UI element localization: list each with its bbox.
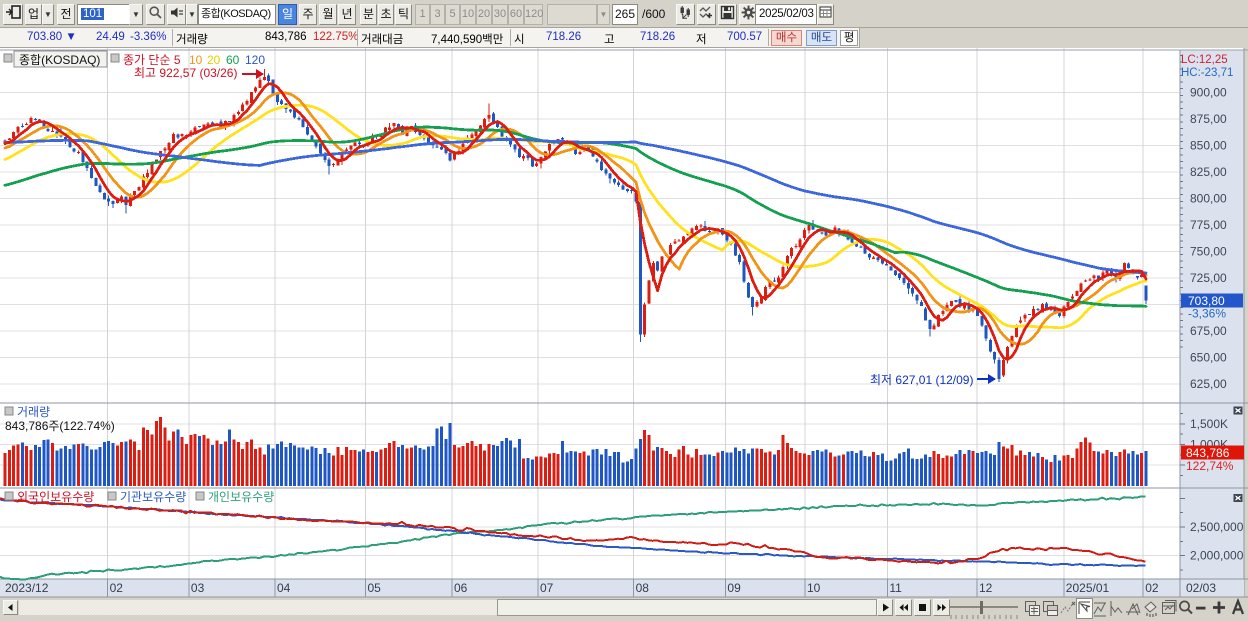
svg-text:900,00: 900,00 (1190, 86, 1227, 100)
svg-text:850,00: 850,00 (1190, 139, 1227, 153)
svg-text:2023/12: 2023/12 (5, 581, 49, 595)
svg-text:종가 단순 5: 종가 단순 5 (123, 53, 181, 67)
svg-text:외국인보유수량: 외국인보유수량 (17, 490, 94, 504)
svg-text:650,00: 650,00 (1190, 351, 1227, 365)
svg-text:800,00: 800,00 (1190, 192, 1227, 206)
svg-text:02/03: 02/03 (1186, 581, 1216, 595)
svg-text:05: 05 (368, 581, 382, 595)
svg-text:LC:12,25: LC:12,25 (1181, 54, 1228, 66)
svg-text:625,00: 625,00 (1190, 377, 1227, 391)
svg-text:06: 06 (454, 581, 468, 595)
svg-text:10: 10 (189, 53, 203, 67)
svg-text:08: 08 (636, 581, 650, 595)
svg-text:2025/01: 2025/01 (1066, 581, 1110, 595)
svg-text:775,00: 775,00 (1190, 218, 1227, 232)
svg-text:개인보유수량: 개인보유수량 (208, 490, 274, 504)
svg-text:1,500K: 1,500K (1190, 417, 1228, 431)
svg-text:725,00: 725,00 (1190, 271, 1227, 285)
svg-text:60: 60 (226, 53, 240, 67)
svg-text:04: 04 (277, 581, 291, 595)
svg-text:02: 02 (110, 581, 124, 595)
svg-text:02: 02 (1145, 581, 1159, 595)
svg-text:최저 627,01 (12/09): 최저 627,01 (12/09) (870, 373, 973, 387)
svg-text:875,00: 875,00 (1190, 112, 1227, 126)
svg-text:07: 07 (540, 581, 554, 595)
svg-text:HC:-23,71: HC:-23,71 (1181, 67, 1233, 79)
svg-text:최고 922,57 (03/26): 최고 922,57 (03/26) (134, 66, 237, 80)
svg-text:703,80: 703,80 (1188, 294, 1225, 308)
svg-text:종합(KOSDAQ): 종합(KOSDAQ) (19, 53, 100, 67)
svg-text:750,00: 750,00 (1190, 245, 1227, 259)
svg-text:11: 11 (889, 581, 902, 595)
svg-text:-3,36%: -3,36% (1188, 307, 1226, 321)
svg-text:03: 03 (191, 581, 205, 595)
svg-text:843,786주(122.74%): 843,786주(122.74%) (5, 419, 115, 433)
svg-text:20: 20 (207, 53, 221, 67)
svg-text:122,74%: 122,74% (1186, 459, 1234, 473)
svg-text:675,00: 675,00 (1190, 324, 1227, 338)
svg-text:843,786: 843,786 (1186, 446, 1230, 460)
svg-text:2,500,000: 2,500,000 (1190, 520, 1244, 534)
svg-text:12: 12 (979, 581, 993, 595)
svg-text:120: 120 (245, 53, 265, 67)
svg-text:825,00: 825,00 (1190, 165, 1227, 179)
svg-text:기관보유수량: 기관보유수량 (120, 490, 186, 504)
svg-text:09: 09 (727, 581, 741, 595)
svg-text:10: 10 (807, 581, 821, 595)
svg-text:2,000,000: 2,000,000 (1190, 549, 1244, 563)
svg-text:거래량: 거래량 (17, 405, 50, 419)
